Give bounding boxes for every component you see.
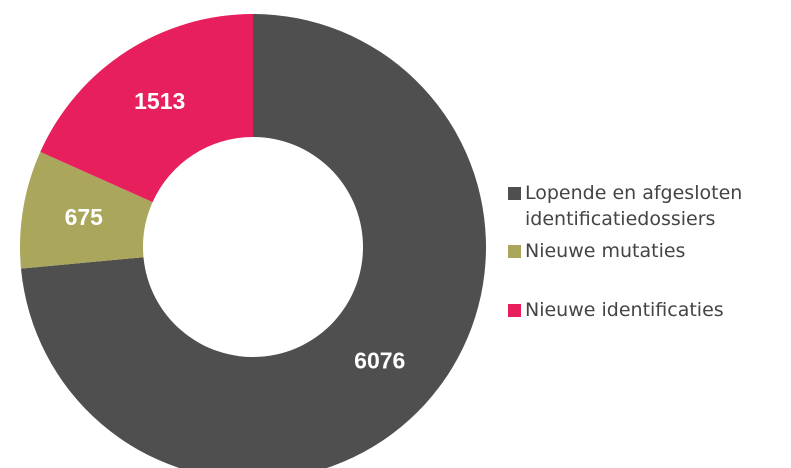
legend-swatch bbox=[508, 304, 521, 317]
donut-segment bbox=[40, 14, 253, 203]
data-label: 6076 bbox=[354, 348, 405, 374]
data-label: 675 bbox=[65, 204, 104, 230]
data-label: 1513 bbox=[134, 88, 185, 114]
donut-segment bbox=[20, 151, 153, 269]
legend-label: Lopende en afgesloten identificatiedossi… bbox=[525, 182, 743, 230]
legend-item: Nieuwe identificaties bbox=[508, 297, 778, 323]
legend-label: Nieuwe identificaties bbox=[525, 299, 724, 321]
legend-swatch bbox=[508, 245, 521, 258]
legend-item: Lopende en afgesloten identificatiedossi… bbox=[508, 180, 778, 232]
donut-segment bbox=[21, 14, 486, 468]
legend-item: Nieuwe mutaties bbox=[508, 238, 778, 264]
legend-swatch bbox=[508, 187, 521, 200]
legend-label: Nieuwe mutaties bbox=[525, 240, 686, 262]
